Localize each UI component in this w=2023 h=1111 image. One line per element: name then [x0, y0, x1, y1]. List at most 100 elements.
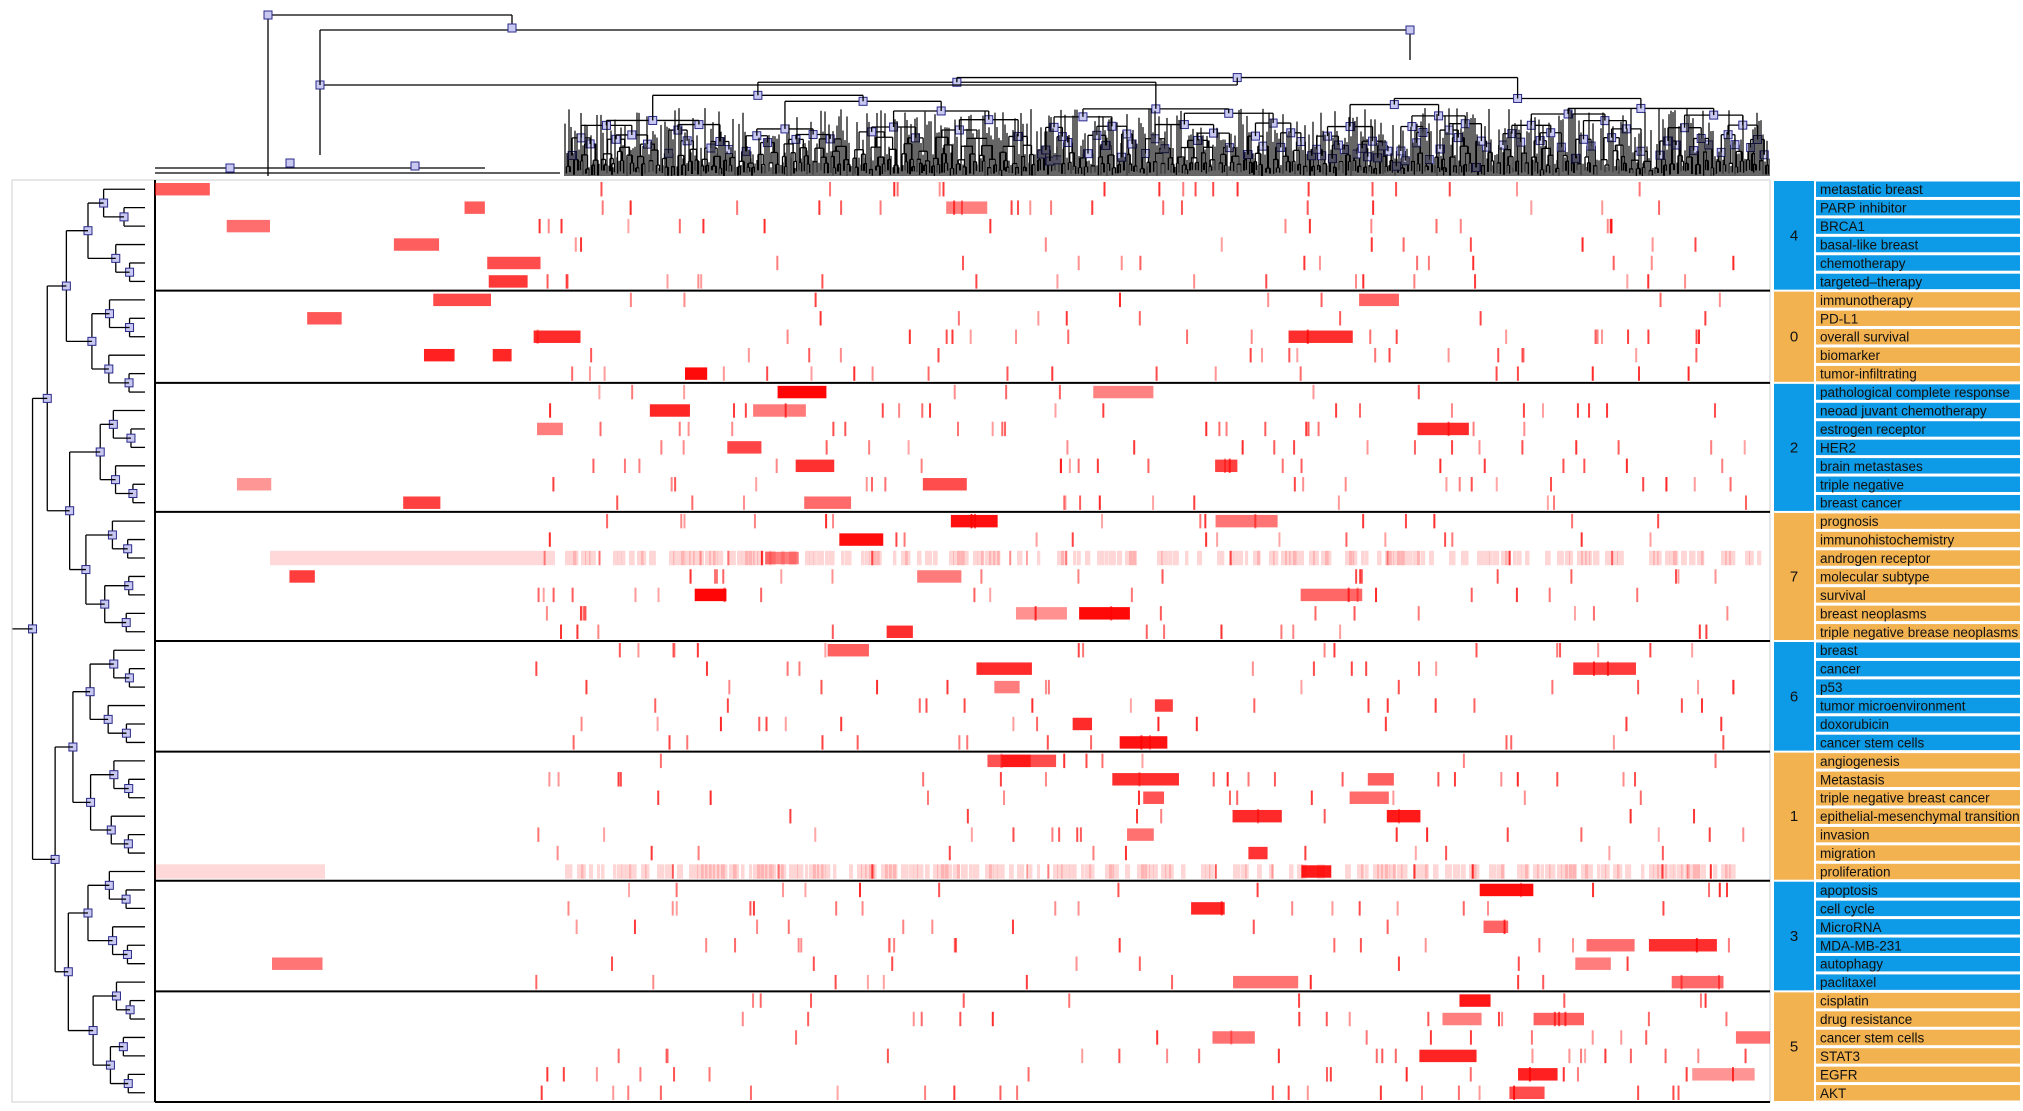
heatmap-tick: [1205, 532, 1208, 547]
heatmap-tick: [598, 384, 601, 400]
heatmap-tick: [542, 587, 545, 603]
heatmap-tick: [1090, 735, 1093, 750]
heatmap-tick: [683, 384, 686, 400]
heatmap-tick: [1288, 347, 1291, 363]
heatmap-tick: [1417, 606, 1420, 621]
heatmap-band: [869, 550, 877, 566]
heatmap-band: [1757, 550, 1762, 566]
heatmap-band: [781, 550, 785, 566]
heatmap-tick: [903, 532, 906, 547]
heatmap-tick: [1159, 606, 1162, 621]
row-dendrogram: [12, 188, 145, 1094]
heatmap-tick: [1223, 458, 1226, 474]
heatmap-tick: [1538, 938, 1541, 953]
heatmap-cell: [464, 201, 485, 214]
heatmap-tick: [1413, 274, 1416, 289]
keyword-cell: [1816, 845, 2020, 861]
heatmap-tick: [912, 1011, 915, 1027]
heatmap-tick: [831, 624, 834, 639]
heatmap-tick: [1680, 698, 1683, 713]
keyword-cell: [1816, 402, 2020, 419]
heatmap-band: [989, 864, 994, 879]
heatmap-tick: [1495, 366, 1498, 381]
heatmap-band: [925, 550, 933, 566]
heatmap-tick: [680, 513, 683, 529]
heatmap-band: [1721, 864, 1728, 879]
heatmap-tick: [969, 329, 972, 344]
heatmap-tick: [1693, 808, 1696, 824]
heatmap-band: [757, 864, 764, 879]
heatmap-cell: [976, 662, 1032, 675]
heatmap-band: [777, 864, 784, 879]
heatmap-tick: [1077, 901, 1080, 916]
heatmap-tick: [1661, 864, 1664, 879]
heatmap-tick: [1298, 1011, 1301, 1027]
heatmap-band: [973, 864, 980, 879]
heatmap-tick: [1697, 1048, 1700, 1064]
heatmap-tick: [1714, 569, 1717, 584]
heatmap-tick: [1375, 1048, 1378, 1064]
heatmap-tick: [1323, 643, 1326, 658]
heatmap-tick: [1079, 827, 1082, 842]
heatmap-tick: [1305, 421, 1308, 437]
keyword-label: cancer stem cells: [1820, 735, 1925, 750]
heatmap-tick: [752, 993, 755, 1008]
heatmap-band: [1097, 550, 1105, 566]
heatmap-tick: [1637, 1085, 1640, 1100]
heatmap-band: [1617, 550, 1624, 566]
heatmap-tick: [1445, 845, 1448, 861]
heatmap-tick: [1521, 440, 1524, 455]
keyword-label: survival: [1820, 588, 1866, 603]
heatmap-tick: [1606, 218, 1609, 234]
heatmap-tick: [1323, 808, 1326, 824]
heatmap-tick: [1515, 587, 1518, 603]
dendrogram-node: [225, 163, 235, 173]
heatmap-tick: [631, 384, 634, 400]
heatmap-tick: [866, 974, 869, 990]
heatmap-tick: [1138, 772, 1141, 787]
heatmap-tick: [1102, 403, 1105, 418]
heatmap-tick: [1214, 864, 1217, 879]
heatmap-tick: [1448, 182, 1451, 197]
heatmap-tick: [535, 974, 538, 990]
heatmap-tick: [1592, 882, 1595, 898]
heatmap-tick: [1065, 550, 1068, 566]
keyword-cell: [1816, 882, 2020, 898]
heatmap-tick: [1006, 366, 1009, 381]
heatmap-cell: [649, 404, 690, 417]
dendrogram-node: [1405, 25, 1415, 35]
keyword-cell: [1816, 550, 2020, 566]
heatmap-band: [1117, 550, 1123, 566]
heatmap-band: [833, 864, 837, 879]
heatmap-tick: [732, 403, 735, 418]
heatmap-band: [1701, 550, 1705, 566]
heatmap-tick: [1036, 716, 1039, 732]
heatmap-tick: [782, 882, 785, 898]
heatmap-cell: [155, 183, 210, 196]
heatmap-tick: [1413, 864, 1416, 879]
heatmap-tick: [1528, 1067, 1531, 1082]
heatmap-tick: [657, 790, 660, 805]
heatmap-tick: [1056, 274, 1059, 289]
heatmap-tick: [784, 716, 787, 732]
heatmap-tick: [832, 513, 835, 529]
heatmap-tick: [633, 919, 636, 935]
heatmap-tick: [1025, 550, 1028, 566]
heatmap-tick: [545, 606, 548, 621]
heatmap-tick: [1458, 477, 1461, 492]
heatmap-tick: [575, 919, 578, 935]
heatmap-tick: [1691, 643, 1694, 658]
heatmap-band: [1533, 864, 1539, 879]
heatmap-tick: [908, 329, 911, 344]
keyword-cell: [1816, 1085, 2020, 1101]
heatmap-tick: [970, 513, 973, 529]
heatmap-cell: [1575, 957, 1611, 970]
heatmap-tick: [1478, 440, 1481, 455]
heatmap-tick: [1312, 661, 1315, 676]
heatmap-cell: [1359, 293, 1399, 307]
heatmap-cell: [987, 754, 1031, 768]
heatmap-tick: [1265, 274, 1268, 289]
heatmap-cell: [1288, 330, 1353, 343]
heatmap-band: [1581, 864, 1589, 879]
heatmap-band: [953, 550, 961, 566]
